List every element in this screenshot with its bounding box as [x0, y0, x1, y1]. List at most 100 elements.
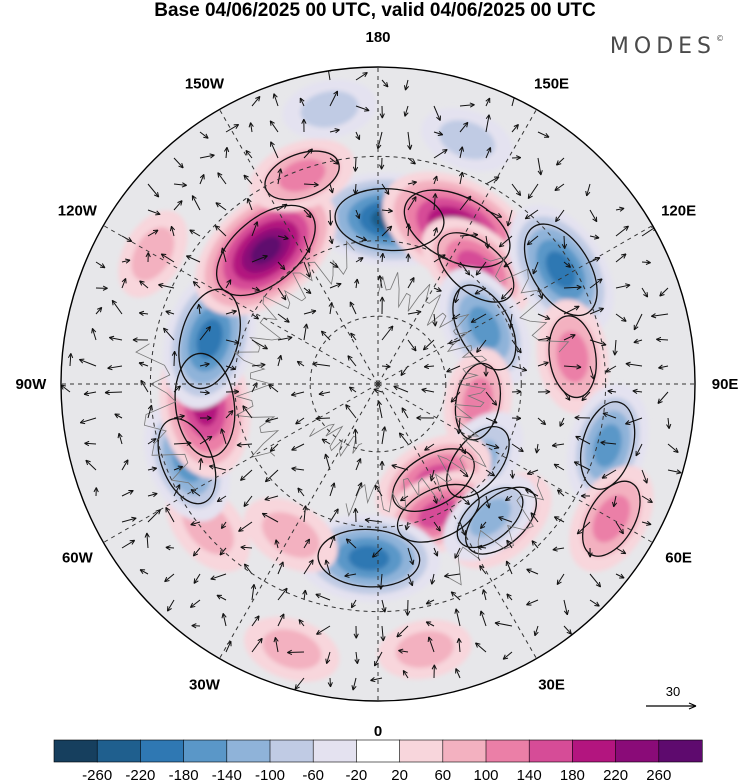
wind-arrow: [372, 547, 383, 558]
wind-arrow: [431, 664, 437, 679]
wind-arrow: [485, 97, 491, 107]
wind-arrow: [485, 469, 496, 477]
wind-arrow: [139, 569, 149, 575]
wind-arrow: [251, 254, 268, 263]
wind-arrow: [329, 482, 336, 497]
wind-arrow: [350, 599, 357, 609]
wind-arrow: [563, 625, 572, 635]
wind-arrow: [78, 358, 97, 367]
wind-arrow: [615, 206, 625, 212]
wind-arrow: [576, 521, 591, 535]
wind-arrow: [657, 391, 669, 404]
wind-arrow: [352, 428, 359, 445]
wind-arrow: [95, 306, 103, 315]
brand-name: MODES: [609, 34, 716, 59]
wind-arrow: [225, 339, 240, 345]
wind-arrow: [240, 544, 253, 551]
wind-arrow: [607, 388, 617, 395]
colorbar-tick-label: 60: [434, 767, 451, 783]
wind-arrow: [107, 365, 123, 371]
colorbar-tick-label: -20: [346, 767, 368, 783]
anomaly-level: [196, 318, 223, 359]
anomaly-contour: [317, 528, 421, 588]
colorbar-swatch: [615, 739, 660, 763]
colorbar-swatch: [572, 739, 617, 763]
wind-arrow: [537, 287, 544, 299]
wind-arrow: [277, 613, 285, 627]
colorbar: -260 -220 -180 -140 -100 -60 -20 20 60 100 140 180 2…: [53, 739, 703, 783]
wind-arrow: [325, 651, 331, 664]
wind-arrow: [424, 443, 435, 451]
wind-arrow: [589, 256, 601, 263]
wind-arrow: [191, 623, 201, 629]
anomaly-contour: [548, 315, 597, 399]
wind-arrow: [526, 235, 539, 246]
vector-key-arrowhead: [688, 702, 697, 710]
wind-arrow: [379, 105, 385, 119]
colorbar-tick-label: 220: [603, 767, 628, 783]
longitude-label: 0: [374, 723, 382, 740]
wind-arrow: [573, 461, 591, 471]
wind-arrow: [563, 599, 569, 616]
wind-arrow: [421, 387, 435, 393]
wind-arrow: [196, 303, 202, 315]
wind-arrow: [198, 458, 204, 471]
wind-arrow: [433, 254, 446, 263]
wind-arrow: [589, 209, 598, 223]
wind-arrow: [404, 521, 410, 531]
wind-arrow: [240, 469, 253, 481]
wind-arrow: [530, 512, 539, 523]
wind-arrow: [217, 172, 227, 185]
wind-arrow: [79, 417, 97, 425]
wind-arrow: [216, 495, 227, 503]
wind-arrow: [95, 261, 106, 269]
wind-arrow: [272, 93, 279, 107]
wind-arrow: [433, 105, 441, 121]
wind-arrow: [398, 648, 409, 654]
wind-arrow: [556, 489, 565, 497]
wind-arrow: [108, 335, 123, 341]
wind-arrow: [476, 339, 487, 353]
wind-arrow: [407, 339, 417, 352]
wind-arrow: [407, 277, 415, 289]
anomaly-contour: [582, 480, 641, 557]
wind-arrow: [575, 435, 591, 445]
anomaly-level: [251, 236, 281, 265]
wind-arrow: [554, 183, 565, 192]
wind-arrow: [216, 594, 227, 601]
wind-arrow: [225, 309, 237, 315]
wind-arrow: [316, 625, 331, 635]
wind-arrow: [373, 388, 383, 394]
map-title: Base 04/06/2025 00 UTC, valid 04/06/2025…: [154, 0, 596, 21]
wind-arrow: [251, 95, 261, 107]
wind-arrow: [147, 183, 160, 198]
longitude-label: 120E: [661, 202, 696, 219]
anomaly-contour: [454, 362, 502, 441]
wind-arrow: [147, 229, 159, 237]
anomaly-level: [593, 424, 622, 467]
wind-arrow: [189, 229, 201, 237]
wind-arrow: [84, 440, 97, 447]
colorbar-tick-label: 180: [560, 767, 585, 783]
wind-arrow: [381, 599, 387, 613]
wind-arrow: [475, 642, 487, 653]
longitude-label: 30W: [189, 677, 221, 694]
wind-arrow: [251, 615, 260, 627]
wind-arrow: [659, 287, 669, 297]
wind-arrow: [587, 547, 593, 558]
wind-arrow: [589, 278, 603, 289]
wind-arrow: [199, 131, 209, 139]
anomaly-contour: [452, 284, 517, 371]
wind-arrow: [355, 235, 368, 242]
wind-arrow: [433, 287, 442, 292]
wind-arrow: [364, 517, 383, 523]
wind-arrow: [349, 301, 357, 315]
vector-key: 30: [646, 684, 697, 710]
wind-arrow: [504, 495, 513, 502]
wind-arrow: [527, 183, 539, 200]
wind-arrow: [433, 130, 444, 136]
wind-arrow: [391, 463, 409, 471]
colorbar-tick-label: -220: [125, 767, 155, 783]
wind-arrow: [164, 573, 175, 583]
